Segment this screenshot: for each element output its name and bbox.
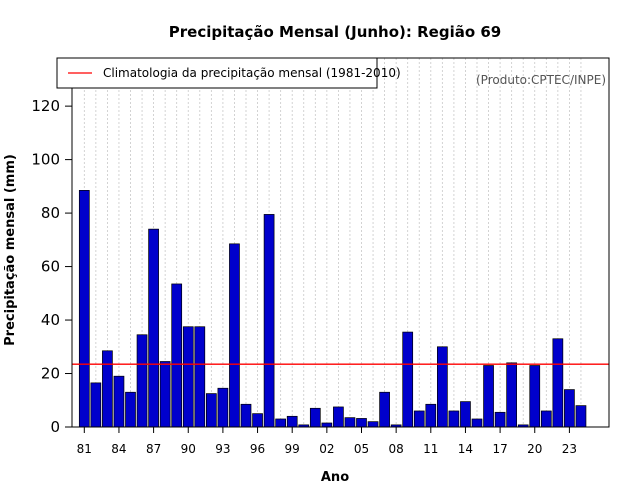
x-tick-label: 93: [215, 442, 230, 456]
x-tick-label: 08: [389, 442, 404, 456]
bar-01: [309, 407, 321, 428]
x-tick-label: 96: [250, 442, 265, 456]
bar-09: [402, 331, 414, 428]
bar-85: [125, 391, 136, 428]
bar-02: [321, 422, 333, 428]
x-tick-label: 05: [354, 442, 369, 456]
credit-text: (Produto:CPTEC/INPE): [476, 73, 606, 87]
bar-16: [483, 365, 494, 428]
bar-91: [194, 326, 206, 428]
x-tick-label: 20: [527, 442, 542, 456]
bar-05: [356, 418, 367, 428]
bar-17: [494, 411, 506, 428]
bar-96: [252, 413, 263, 428]
chart-title: Precipitação Mensal (Junho): Região 69: [169, 23, 501, 41]
bar-93: [217, 387, 229, 428]
bar-11: [425, 403, 437, 428]
bar-10: [413, 410, 425, 428]
bar-90: [182, 326, 194, 428]
y-tick-label: 40: [41, 311, 60, 329]
bar-15: [471, 418, 483, 428]
y-tick-label: 120: [31, 97, 60, 115]
y-axis-label: Precipitação mensal (mm): [3, 154, 18, 346]
bar-94: [229, 243, 240, 428]
bar-18: [506, 362, 517, 428]
bar-06: [367, 421, 379, 428]
bar-03: [333, 406, 344, 428]
y-tick-label: 60: [41, 258, 60, 276]
bar-12: [437, 346, 448, 428]
y-tick-label: 100: [31, 151, 60, 169]
x-axis-label: Ano: [321, 470, 349, 485]
bar-83: [102, 350, 113, 428]
y-tick-label: 20: [41, 365, 60, 383]
bars: [78, 190, 587, 428]
bar-99: [286, 415, 298, 428]
bar-87: [148, 228, 159, 428]
bar-04: [344, 417, 356, 428]
bar-98: [275, 418, 286, 428]
x-tick-label: 90: [181, 442, 196, 456]
x-tick-label: 17: [492, 442, 507, 456]
x-tick-label: 11: [423, 442, 438, 456]
bar-84: [113, 375, 125, 428]
bar-13: [448, 410, 460, 428]
y-tick-label: 80: [41, 204, 60, 222]
legend-label: Climatologia da precipitação mensal (198…: [103, 66, 401, 80]
x-axis: 81 84 87 90 93 96 99 02 05 08 11 14 17 20 23: [77, 427, 577, 456]
bar-97: [263, 214, 275, 428]
bar-07: [379, 391, 390, 428]
bar-86: [136, 334, 148, 428]
bar-22: [552, 338, 564, 428]
bar-95: [240, 403, 252, 428]
legend: Climatologia da precipitação mensal (198…: [56, 57, 401, 89]
x-tick-label: 84: [111, 442, 126, 456]
bar-20: [529, 365, 541, 428]
bar-81: [78, 190, 90, 428]
bar-89: [171, 283, 183, 428]
bar-23: [564, 389, 575, 428]
bar-24: [575, 405, 587, 428]
y-axis: 0 20 40 60 80 100 120: [31, 97, 72, 436]
y-tick-label: 0: [50, 418, 60, 436]
bar-82: [90, 382, 102, 428]
x-tick-label: 02: [319, 442, 334, 456]
bar-14: [460, 401, 471, 428]
bar-88: [159, 361, 171, 428]
x-tick-label: 99: [285, 442, 300, 456]
x-tick-label: 81: [77, 442, 92, 456]
x-tick-label: 14: [458, 442, 473, 456]
bar-21: [540, 410, 552, 428]
legend-box: [56, 57, 378, 89]
x-tick-label: 23: [562, 442, 577, 456]
x-tick-label: 87: [146, 442, 161, 456]
bar-92: [206, 393, 217, 428]
